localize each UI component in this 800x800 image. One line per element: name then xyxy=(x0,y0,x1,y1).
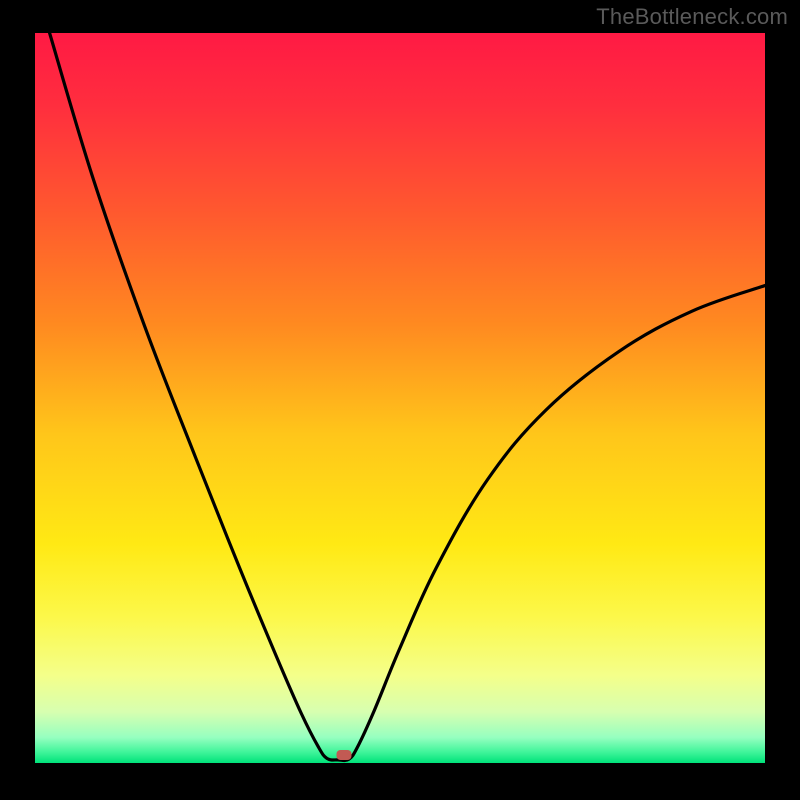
plot-area xyxy=(35,33,765,765)
watermark-text: TheBottleneck.com xyxy=(596,4,788,30)
bottleneck-curve xyxy=(35,33,765,765)
optimum-marker xyxy=(336,750,351,760)
